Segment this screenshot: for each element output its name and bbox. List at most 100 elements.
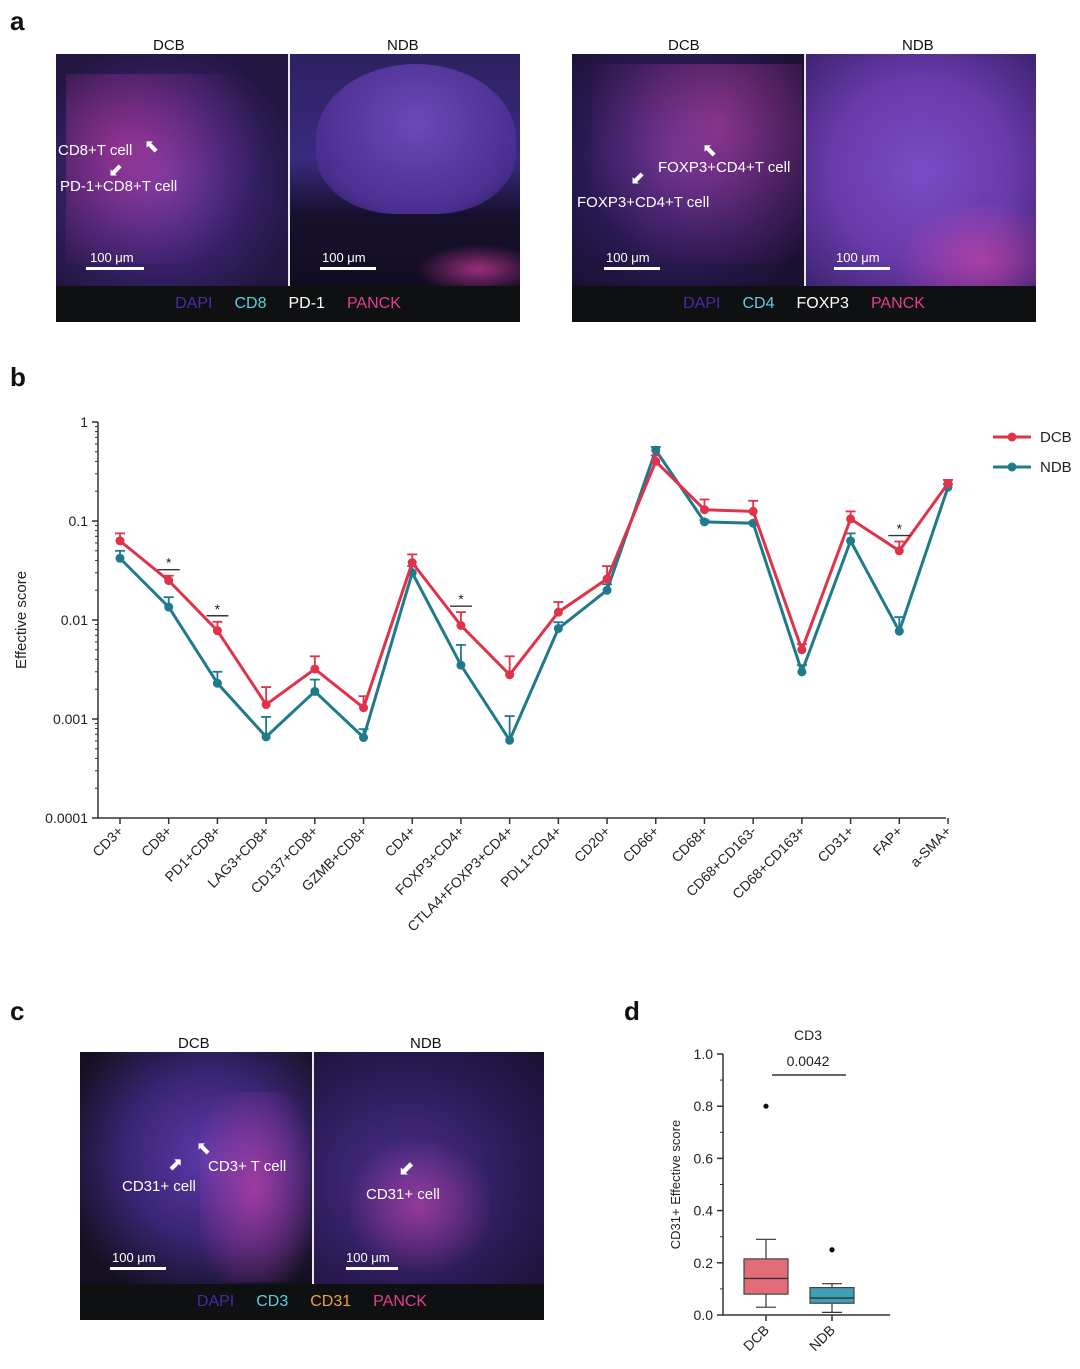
ndb-data-point [699, 517, 709, 527]
ndb-data-point [894, 626, 904, 636]
scale-bar [110, 1267, 166, 1270]
ndb-data-point [310, 686, 320, 696]
panel-a-left-dcb-title: DCB [153, 37, 185, 54]
panel-d-label: d [624, 996, 640, 1026]
arrow-icon: ⬉ [144, 136, 160, 156]
panck-staining [200, 1092, 310, 1282]
channel-legend: DAPI CD8 PD-1 PANCK [56, 286, 520, 322]
cd31-box-plot: CD3 0.0 0.2 0.4 0.6 0.8 1.0 CD31+ Effective sco… [668, 1027, 890, 1354]
dcb-data-point [456, 620, 466, 630]
y-tick-label: 0.6 [694, 1150, 714, 1166]
ndb-data-point [846, 536, 856, 546]
scale-bar-label: 100 μm [836, 250, 880, 265]
channel-dapi: DAPI [175, 295, 213, 312]
dcb-box [743, 1258, 789, 1295]
ndb-data-point [505, 735, 515, 745]
ndb-data-point [212, 678, 222, 688]
ndb-box [809, 1286, 855, 1304]
scale-bar-label: 100 μm [90, 250, 134, 265]
ndb-legend-marker [1007, 462, 1017, 472]
channel-dapi: DAPI [683, 295, 721, 312]
dcb-legend-marker [1007, 432, 1017, 442]
pvalue-label: 0.0042 [787, 1053, 830, 1069]
image-divider [312, 1052, 314, 1284]
dcb-data-point [651, 456, 661, 466]
significance-marker: * [215, 601, 221, 617]
ndb-series-line [118, 446, 950, 744]
x-tick-label: a-SMA+ [907, 823, 954, 870]
dcb-data-point [115, 536, 125, 546]
cd8-tcell-annotation: CD8+T cell [58, 142, 133, 159]
y-tick-label: 0.001 [53, 711, 88, 727]
x-tick-label: FAP+ [870, 823, 906, 859]
dcb-series-line [119, 458, 950, 711]
scale-bar [346, 1267, 398, 1270]
channel-cd8: CD8 [234, 295, 267, 312]
panck-staining [66, 74, 266, 264]
dcb-data-point [505, 670, 515, 680]
foxp3-cd4-tcell-annotation: FOXP3+CD4+T cell [658, 159, 791, 176]
dcb-legend-label: DCB [1040, 429, 1072, 446]
foxp3-cd4-tcell-annotation: FOXP3+CD4+T cell [577, 194, 710, 211]
ndb-data-point [456, 660, 466, 670]
y-tick-label: 1 [80, 414, 88, 430]
arrow-icon: ⬋ [108, 160, 124, 180]
ndb-legend-label: NDB [1040, 459, 1072, 476]
panel-a-right-micrograph: FOXP3+CD4+T cell FOXP3+CD4+T cell ⬉ ⬋ 10… [572, 54, 1036, 322]
channel-dapi: DAPI [196, 1293, 235, 1310]
y-tick-label: 0.4 [694, 1203, 714, 1219]
panel-c-dcb-title: DCB [178, 1035, 210, 1052]
y-tick-label: 0.0 [694, 1307, 714, 1323]
y-tick-label: 1.0 [694, 1046, 714, 1062]
panel-a-right-ndb-title: NDB [902, 37, 934, 54]
scale-bar [834, 267, 890, 270]
arrow-icon: ⬉ [702, 140, 718, 160]
arrow-icon: ⬋ [630, 168, 646, 188]
image-divider [804, 54, 806, 286]
panel-a-left-ndb-title: NDB [387, 37, 419, 54]
dcb-data-point [699, 505, 709, 515]
arrow-icon: ⬉ [196, 1138, 212, 1158]
significance-marker: * [458, 591, 464, 607]
channel-cd4: CD4 [742, 295, 775, 312]
channel-cd3: CD3 [256, 1293, 289, 1310]
significance-marker: * [166, 555, 172, 571]
x-tick-label: CD20+ [571, 823, 613, 865]
channel-foxp3: FOXP3 [796, 295, 849, 312]
panck-staining [350, 1142, 490, 1272]
scale-bar [604, 267, 660, 270]
ndb-outlier [829, 1247, 835, 1253]
panck-staining [902, 204, 1036, 286]
dcb-data-point [602, 574, 612, 584]
x-tick-label: CD4+ [381, 823, 418, 860]
dcb-data-point [212, 626, 222, 636]
dcb-data-point [359, 703, 369, 713]
dcb-data-point [943, 478, 953, 488]
dcb-data-point [553, 607, 563, 617]
significance-marker: * [897, 521, 903, 537]
y-tick-label: 0.2 [694, 1255, 714, 1271]
image-divider [288, 54, 290, 286]
ndb-data-point [651, 445, 661, 455]
x-tick-label: CD3+ [89, 823, 126, 860]
pd1-cd8-tcell-annotation: PD-1+CD8+T cell [60, 178, 178, 195]
panel-b-label: b [10, 362, 26, 392]
panck-staining [416, 244, 520, 286]
arrow-icon: ⬈ [168, 1154, 184, 1174]
panel-a-label: a [10, 6, 25, 36]
ndb-data-point [553, 624, 563, 634]
channel-panck: PANCK [373, 1293, 428, 1310]
ndb-data-point [797, 667, 807, 677]
scale-bar [320, 267, 376, 270]
dcb-data-point [748, 506, 758, 516]
ndb-data-point [359, 733, 369, 743]
dcb-data-point [846, 514, 856, 524]
dcb-data-point [261, 700, 271, 710]
x-tick-label: CD31+ [814, 823, 856, 865]
y-axis-title: Effective score [13, 571, 30, 669]
x-tick-label: CD66+ [619, 823, 661, 865]
channel-pd1: PD-1 [288, 295, 325, 312]
channel-legend: DAPI CD4 FOXP3 PANCK [572, 286, 1036, 322]
panel-a-right-dcb-title: DCB [668, 37, 700, 54]
chart-title: CD3 [794, 1027, 822, 1043]
